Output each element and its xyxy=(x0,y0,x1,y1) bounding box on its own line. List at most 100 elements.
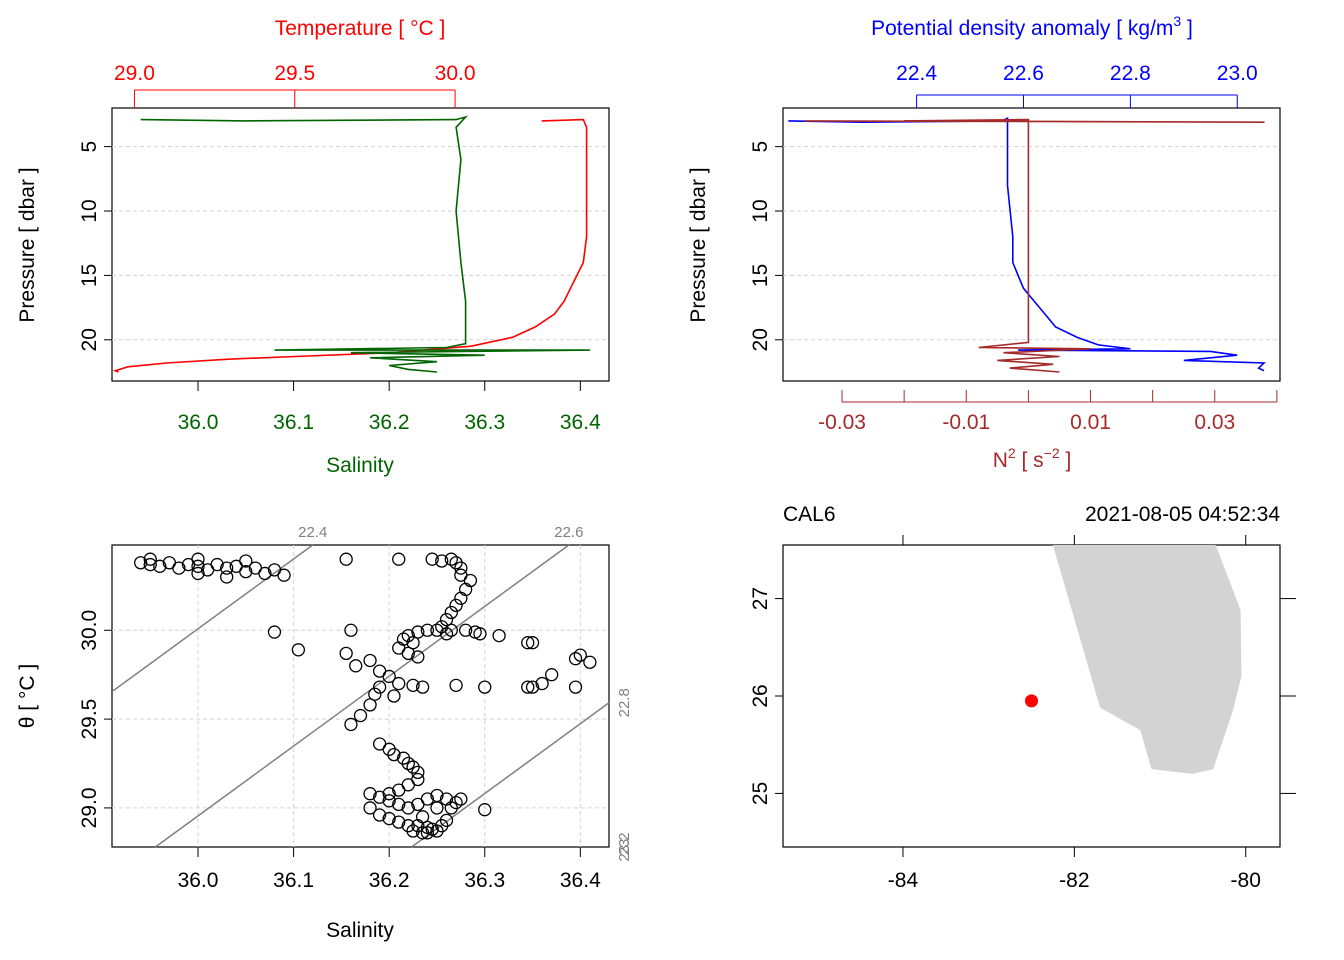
data-point xyxy=(401,801,415,815)
isopycnal-line xyxy=(111,544,314,693)
y-tick-label: 15 xyxy=(749,264,772,287)
data-point xyxy=(220,561,234,575)
y-tick-label: 27 xyxy=(749,587,772,610)
x-tick-label: -82 xyxy=(1059,869,1089,892)
data-point xyxy=(468,625,482,639)
data-point xyxy=(411,650,425,664)
y-tick-label: 15 xyxy=(78,264,101,287)
data-point xyxy=(339,552,353,566)
data-point xyxy=(430,801,444,815)
data-point xyxy=(420,792,435,806)
data-point xyxy=(458,623,473,637)
data-point xyxy=(545,668,559,682)
isopycnal-label: 23 xyxy=(616,839,633,856)
n2-line xyxy=(804,118,1265,373)
data-point xyxy=(458,582,473,597)
top-tick-label: 22.4 xyxy=(896,62,937,85)
x-tick-label: -80 xyxy=(1231,869,1261,892)
data-point xyxy=(463,573,478,588)
data-point xyxy=(220,570,234,584)
y-tick-label: 10 xyxy=(78,199,101,222)
data-point xyxy=(420,826,435,840)
data-point xyxy=(406,678,420,692)
data-point xyxy=(382,787,396,801)
data-point xyxy=(492,628,506,643)
data-point xyxy=(478,803,492,817)
density-line xyxy=(788,117,1266,372)
data-point xyxy=(583,655,597,669)
data-point xyxy=(439,627,454,641)
y-tick-label: 25 xyxy=(749,782,772,805)
data-point xyxy=(363,698,377,712)
data-point xyxy=(277,568,291,582)
data-point xyxy=(411,765,425,780)
data-point xyxy=(415,680,430,694)
data-point xyxy=(387,747,401,762)
data-point xyxy=(449,678,463,692)
isopycnal-label: 22.6 xyxy=(554,524,583,541)
data-point xyxy=(349,659,363,673)
data-point xyxy=(444,605,458,620)
x-axis-title: Salinity xyxy=(326,919,394,942)
data-point xyxy=(258,566,272,581)
station-name-title: CAL6 xyxy=(783,503,836,526)
data-point xyxy=(568,680,583,694)
data-point xyxy=(392,676,406,691)
data-point xyxy=(568,652,583,666)
y-tick-label: 20 xyxy=(78,328,101,351)
data-point xyxy=(172,561,186,575)
data-point xyxy=(521,680,535,694)
bottom-tick-label: -0.01 xyxy=(942,411,990,434)
superscript-2: 2 xyxy=(1008,445,1016,461)
data-point xyxy=(210,557,224,572)
superscript-minus2: −2 xyxy=(1044,445,1060,461)
top-tick-label: 23.0 xyxy=(1217,62,1258,85)
data-point xyxy=(392,797,406,812)
data-point xyxy=(339,646,353,661)
bottom-tick-label: 36.0 xyxy=(178,411,219,434)
panel-density-profile: 5 10 15 20 22.4 22.6 22.8 23.0 -0.03 -0.01 0.01 0.0… xyxy=(687,13,1281,472)
data-point xyxy=(449,598,463,613)
data-point xyxy=(439,813,454,828)
x-tick-label: 36.1 xyxy=(273,869,314,892)
data-point xyxy=(454,792,468,806)
top-tick-label: 29.0 xyxy=(114,62,155,85)
bottom-tick-label: 0.03 xyxy=(1194,411,1235,434)
bottom-tick-label: 0.01 xyxy=(1070,411,1111,434)
data-point xyxy=(415,810,430,824)
data-point xyxy=(392,552,406,566)
data-point xyxy=(525,636,540,650)
isopycnal-label: 23.2 xyxy=(616,832,633,861)
y-tick-label: 5 xyxy=(78,141,101,153)
top-axis-title: Potential density anomaly [ kg/m3 ] xyxy=(871,13,1193,40)
isopycnal-line xyxy=(411,702,610,848)
data-point xyxy=(363,653,377,668)
bottom-tick-label: 36.4 xyxy=(560,411,601,434)
data-point xyxy=(478,680,492,694)
plot-frame xyxy=(111,544,610,848)
data-point xyxy=(521,636,535,650)
bottom-axis-title: Salinity xyxy=(326,454,394,477)
top-tick-label: 22.6 xyxy=(1003,62,1044,85)
data-point xyxy=(143,557,157,572)
isopycnal-label: 22.8 xyxy=(616,688,633,717)
isopycnal-line xyxy=(154,544,570,848)
data-point xyxy=(239,554,253,568)
n2-label-N: N xyxy=(993,449,1008,472)
x-tick-label: 36.2 xyxy=(369,869,410,892)
bottom-tick-label: 36.1 xyxy=(273,411,314,434)
superscript-3: 3 xyxy=(1173,13,1181,29)
data-point xyxy=(454,591,468,605)
data-point xyxy=(267,625,282,639)
n2-label-unit: [ s xyxy=(1016,449,1044,472)
density-label-end: ] xyxy=(1181,17,1193,40)
data-point xyxy=(406,824,420,838)
plot-frame xyxy=(111,107,610,382)
y-axis-title: Pressure [ dbar ] xyxy=(16,167,39,322)
data-point xyxy=(353,708,368,723)
bottom-tick-label: 36.3 xyxy=(464,411,505,434)
data-point xyxy=(525,680,540,694)
